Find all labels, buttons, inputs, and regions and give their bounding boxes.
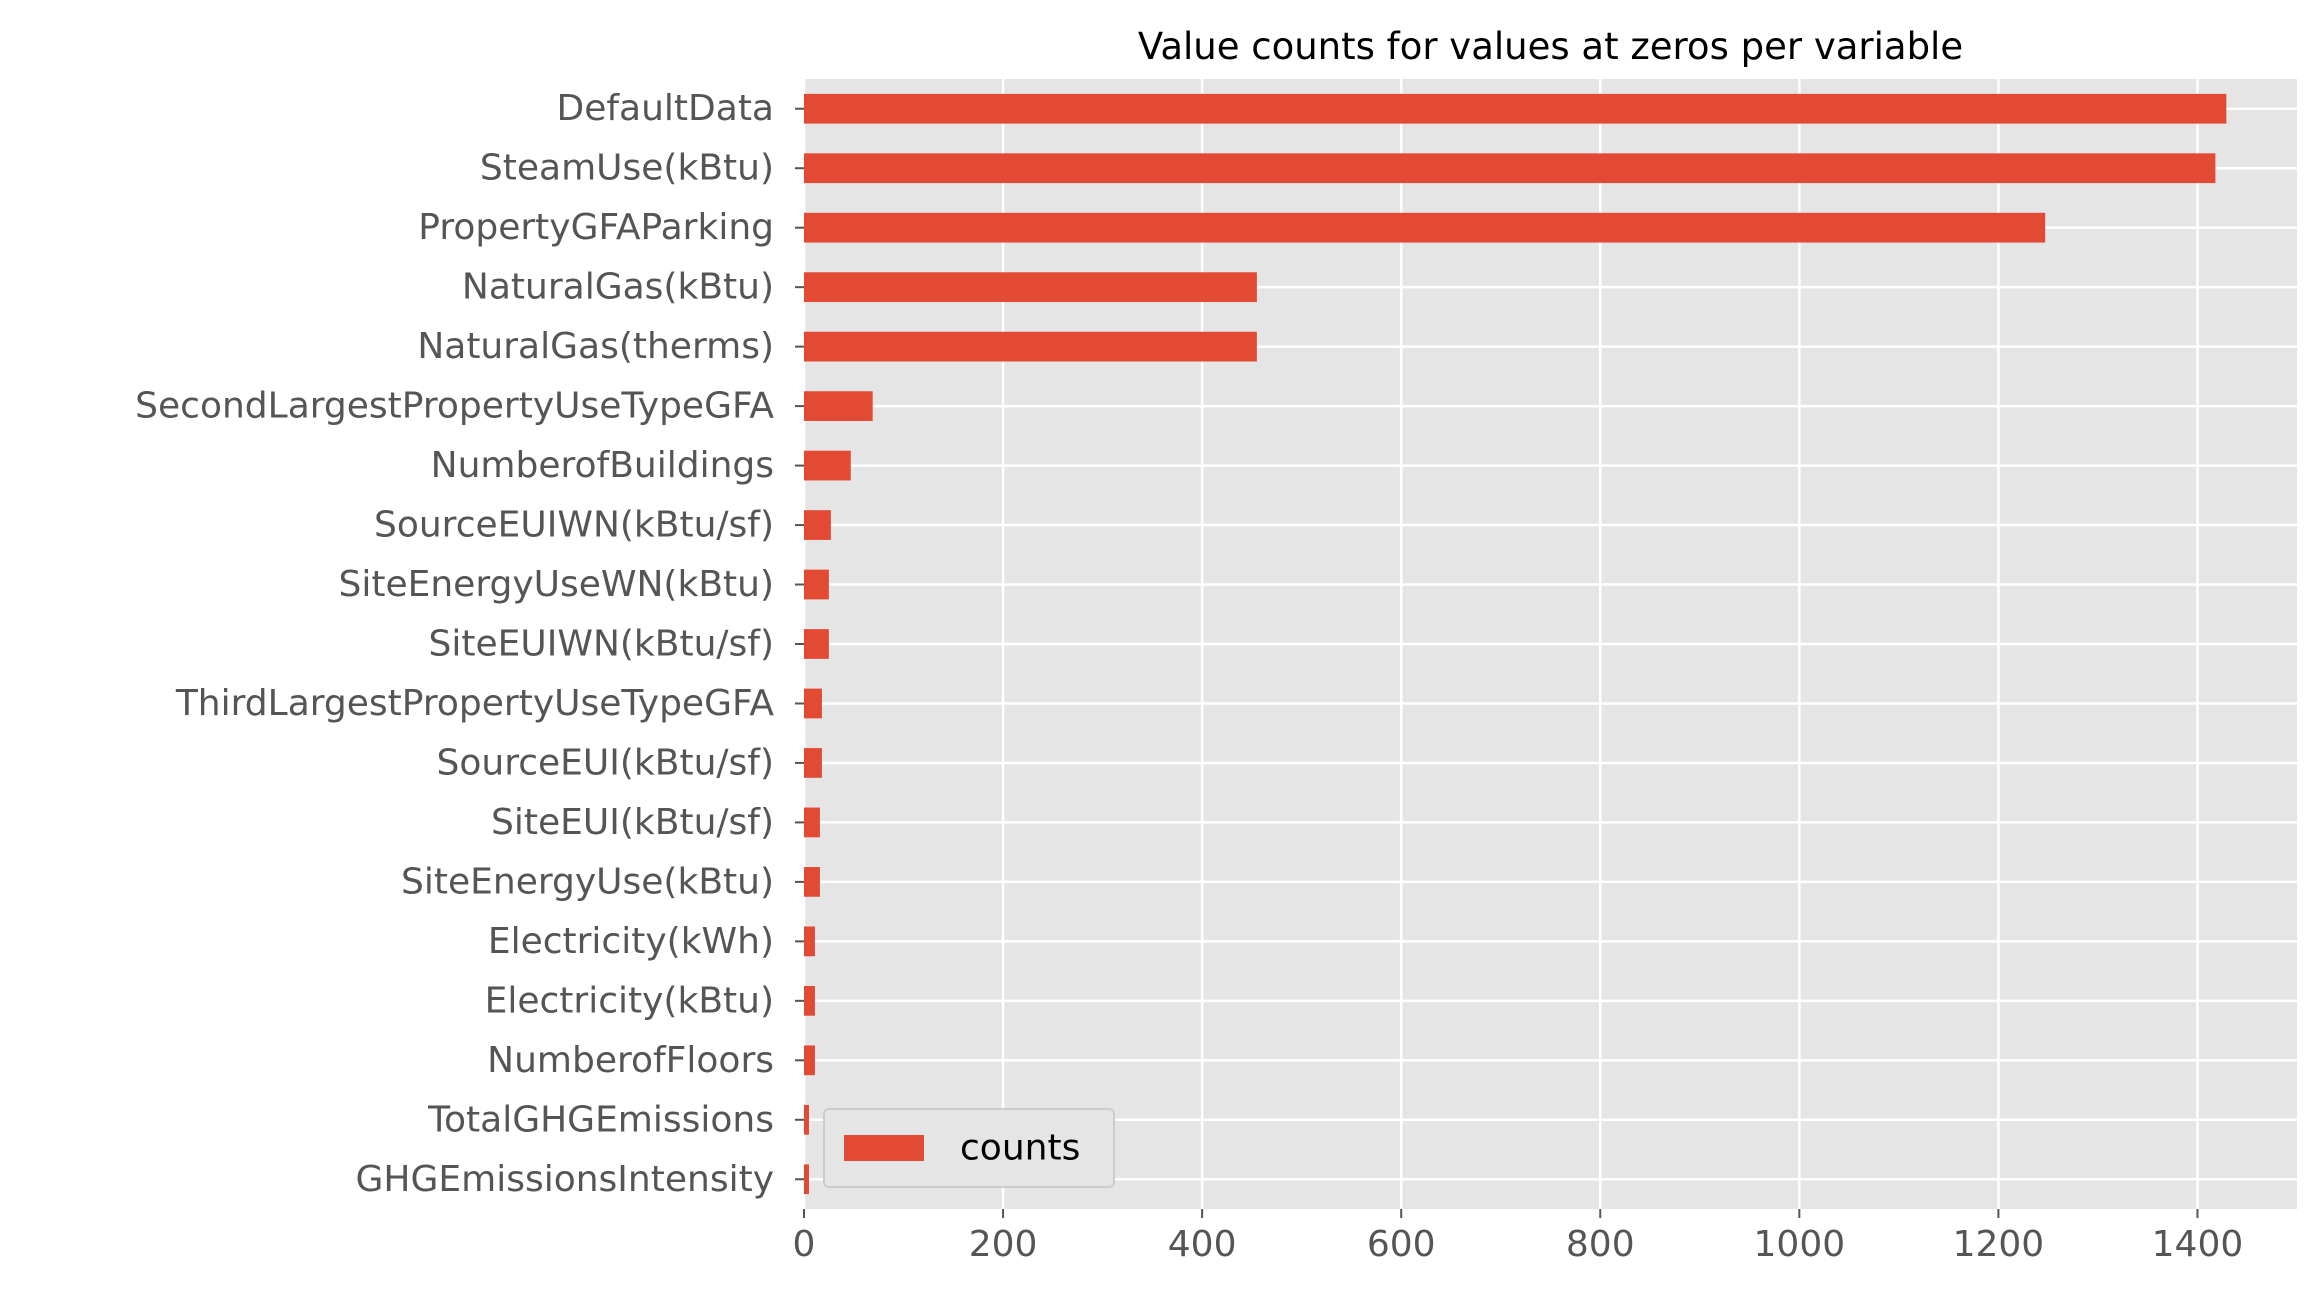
bar bbox=[804, 688, 822, 719]
category-label: TotalGHGEmissions bbox=[427, 1099, 774, 1140]
legend-label: counts bbox=[960, 1128, 1080, 1169]
bar bbox=[804, 450, 851, 481]
x-tick-label: 400 bbox=[1168, 1224, 1237, 1265]
category-label: SourceEUIWN(kBtu/sf) bbox=[374, 505, 774, 546]
category-label: GHGEmissionsIntensity bbox=[356, 1159, 774, 1200]
x-tick-label: 0 bbox=[793, 1224, 816, 1265]
category-label: SteamUse(kBtu) bbox=[480, 148, 774, 189]
bar bbox=[804, 272, 1257, 303]
x-tick-label: 1400 bbox=[2152, 1224, 2244, 1265]
x-tick-label: 200 bbox=[969, 1224, 1038, 1265]
legend: counts bbox=[823, 1108, 1115, 1188]
x-axis-ticks: 0 200 400 600 800 1000 1200 1400 bbox=[793, 1209, 2244, 1265]
bar bbox=[804, 569, 829, 600]
category-label: ThirdLargestPropertyUseTypeGFA bbox=[175, 683, 775, 724]
legend-box bbox=[823, 1108, 1115, 1188]
category-label: NumberofBuildings bbox=[431, 445, 774, 486]
category-label: SourceEUI(kBtu/sf) bbox=[437, 742, 774, 783]
category-labels: DefaultData SteamUse(kBtu) PropertyGFAPark… bbox=[135, 88, 804, 1200]
category-label: Electricity(kWh) bbox=[488, 921, 774, 962]
category-label: PropertyGFAParking bbox=[418, 207, 774, 248]
bar bbox=[804, 212, 2046, 243]
bar bbox=[804, 985, 815, 1016]
bar bbox=[804, 93, 2227, 124]
bar bbox=[804, 807, 820, 838]
category-label: NaturalGas(kBtu) bbox=[462, 267, 774, 308]
category-label: NumberofFloors bbox=[487, 1040, 774, 1081]
bar bbox=[804, 1104, 809, 1135]
bar bbox=[804, 391, 873, 421]
bar bbox=[804, 748, 822, 778]
x-tick-label: 1200 bbox=[1953, 1224, 2045, 1265]
legend-swatch bbox=[844, 1135, 924, 1161]
bar bbox=[804, 867, 820, 897]
category-label: SecondLargestPropertyUseTypeGFA bbox=[135, 386, 774, 427]
bar bbox=[804, 1045, 815, 1076]
bar bbox=[804, 926, 815, 957]
bar bbox=[804, 629, 829, 659]
x-tick-label: 1000 bbox=[1754, 1224, 1846, 1265]
category-label: SiteEnergyUseWN(kBtu) bbox=[339, 564, 775, 605]
bar bbox=[804, 1164, 809, 1195]
bar bbox=[804, 153, 2216, 184]
x-tick-label: 800 bbox=[1566, 1224, 1635, 1265]
category-label: NaturalGas(therms) bbox=[417, 326, 774, 367]
category-label: Electricity(kBtu) bbox=[485, 980, 774, 1021]
bar bbox=[804, 510, 831, 540]
category-label: SiteEnergyUse(kBtu) bbox=[401, 861, 774, 902]
category-label: SiteEUI(kBtu/sf) bbox=[491, 802, 774, 843]
chart-title: Value counts for values at zeros per var… bbox=[1138, 25, 1963, 68]
x-tick-label: 600 bbox=[1367, 1224, 1436, 1265]
category-label: DefaultData bbox=[557, 88, 775, 129]
bars bbox=[804, 93, 2227, 1195]
category-label: SiteEUIWN(kBtu/sf) bbox=[429, 624, 774, 665]
bar bbox=[804, 331, 1257, 362]
